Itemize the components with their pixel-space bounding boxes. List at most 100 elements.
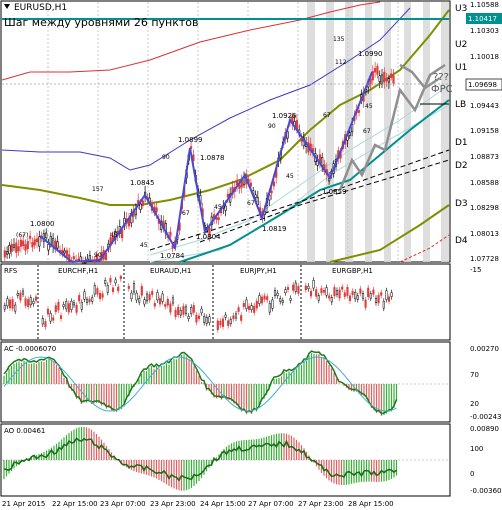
price-tick: 1.07728	[470, 255, 499, 263]
pair-candle	[253, 305, 256, 313]
pair-candle	[114, 279, 117, 284]
levels-annotation: Шаг между уровнями 26 пунктов	[4, 16, 198, 29]
ac-title: AC -0.0006070	[4, 345, 56, 353]
swing-label: 1.0990	[358, 50, 383, 58]
pair-candle	[96, 288, 99, 295]
level-d2: D2	[455, 161, 468, 171]
candle	[31, 242, 34, 248]
swing-label: 1.0899	[178, 136, 203, 144]
pair-candle	[286, 287, 290, 290]
symbol-header: EURUSD,H1	[14, 3, 67, 13]
pair-candle	[11, 299, 14, 309]
pair-candle	[284, 289, 287, 294]
pair-candle	[289, 298, 292, 301]
pair-candle	[385, 290, 388, 300]
pair-candle	[245, 299, 248, 310]
current-price-tag	[465, 78, 502, 91]
time-tick: 21 Apr 2015	[2, 500, 45, 508]
pair-candle	[93, 285, 96, 295]
pair-candle	[34, 296, 38, 301]
ac-tick: 20	[470, 400, 479, 408]
pair-candle	[21, 290, 25, 295]
ao-line	[3, 437, 397, 482]
swing-label: 1.0819	[262, 225, 287, 233]
candle	[63, 250, 66, 254]
level-price-tag	[466, 13, 502, 24]
pair-candle	[356, 295, 359, 300]
price-axis: 1.10588 1.10303 1.10018 1.09443 1.09158 …	[465, 1, 502, 263]
pair-candle	[192, 305, 195, 313]
pair-candle	[49, 313, 52, 322]
candle	[38, 236, 41, 247]
pair-candle	[320, 288, 323, 294]
level-d1: D1	[455, 138, 468, 148]
main-panel-frame	[0, 0, 451, 263]
pair-candle	[164, 304, 167, 307]
candle	[72, 256, 75, 260]
price-tick: 1.08013	[470, 230, 499, 238]
pair-candle	[104, 280, 107, 284]
pair-candle	[309, 290, 313, 297]
pair-candle	[216, 320, 219, 330]
pair-candle	[250, 305, 253, 310]
candle	[35, 238, 39, 243]
pip-label: 135	[333, 36, 345, 43]
pair-candle	[8, 299, 12, 309]
pair-candle	[369, 293, 372, 299]
pair-candle	[328, 295, 331, 299]
level-u1: U1	[455, 63, 467, 73]
ao-panel: AO 0.00461 0.00890 100 0 -0.00360	[0, 423, 501, 497]
price-tick: 1.08873	[470, 153, 499, 161]
pip-label: 45	[140, 242, 148, 249]
pair-candle	[292, 284, 295, 291]
pair-candle	[203, 315, 206, 323]
pair-candle	[240, 315, 243, 321]
pair-candle	[372, 289, 375, 295]
candle	[378, 75, 381, 82]
forecast-fed: ФРС	[431, 84, 453, 95]
pair-candle	[148, 294, 151, 301]
pair-candle	[294, 282, 297, 292]
pair-name: EURCHF,H1	[58, 267, 98, 275]
pair-candle	[387, 296, 391, 302]
pair-candle	[367, 287, 370, 298]
candle	[24, 244, 27, 251]
ac-signal-line	[3, 356, 397, 412]
pair-candle	[343, 292, 346, 297]
pair-candle	[197, 315, 201, 319]
pair-candle	[380, 292, 383, 296]
candle	[121, 229, 124, 239]
pair-candle	[101, 293, 104, 298]
swing-label: 1.0845	[130, 179, 155, 187]
level-u3: U3	[455, 4, 467, 14]
pair-candle	[263, 295, 266, 300]
pip-label: 45	[365, 103, 373, 110]
pair-candle	[354, 291, 357, 300]
time-tick: 27 Apr 07:00	[248, 500, 294, 508]
pair-candle	[335, 290, 339, 295]
pair-candle	[297, 286, 300, 294]
pair-candle	[171, 297, 175, 304]
pair-candle	[117, 286, 120, 292]
level-d3: D3	[455, 199, 468, 209]
pair-candle	[322, 289, 326, 293]
dashed-support-2	[199, 159, 450, 243]
pair-candle	[317, 295, 320, 301]
pair-candle	[205, 317, 208, 324]
pair-candle	[91, 297, 94, 302]
pip-label: 112	[335, 59, 347, 66]
pip-label: (67)	[16, 232, 28, 239]
pair-candle	[361, 293, 365, 299]
pair-candle	[127, 285, 130, 289]
envelope-upper-blue	[1, 7, 411, 171]
pair-candle	[359, 288, 362, 294]
candle	[104, 252, 108, 261]
candle	[226, 193, 230, 198]
candle	[224, 205, 227, 211]
pair-candle	[143, 299, 146, 305]
pair-candle	[132, 283, 136, 293]
forecast-question: ???	[433, 72, 449, 83]
pair-candle	[229, 319, 232, 324]
pair-candle	[72, 302, 76, 306]
candle	[256, 197, 259, 205]
